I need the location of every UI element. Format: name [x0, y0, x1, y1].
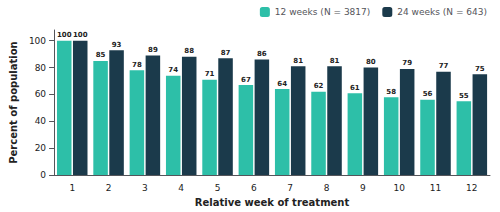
svg-text:100: 100: [57, 31, 72, 39]
svg-text:80: 80: [35, 63, 47, 73]
svg-text:55: 55: [459, 92, 469, 100]
svg-text:74: 74: [168, 66, 178, 74]
svg-text:2: 2: [106, 183, 112, 193]
svg-text:81: 81: [293, 57, 303, 65]
svg-text:8: 8: [324, 183, 330, 193]
svg-text:3: 3: [142, 183, 148, 193]
svg-text:100: 100: [29, 36, 46, 46]
svg-text:56: 56: [423, 90, 433, 98]
svg-text:93: 93: [112, 41, 122, 49]
svg-text:60: 60: [35, 89, 47, 99]
svg-text:75: 75: [475, 65, 485, 73]
svg-text:89: 89: [148, 46, 158, 54]
svg-text:64: 64: [277, 80, 287, 88]
svg-text:10: 10: [393, 183, 405, 193]
svg-text:12 weeks (N = 3817): 12 weeks (N = 3817): [275, 7, 370, 17]
svg-text:20: 20: [35, 143, 47, 153]
svg-text:85: 85: [96, 51, 106, 59]
svg-text:87: 87: [221, 49, 231, 57]
svg-text:78: 78: [132, 61, 142, 69]
svg-text:67: 67: [241, 76, 251, 84]
svg-text:9: 9: [360, 183, 366, 193]
svg-text:81: 81: [330, 57, 340, 65]
svg-text:6: 6: [251, 183, 257, 193]
svg-text:24 weeks (N = 643): 24 weeks (N = 643): [397, 7, 487, 17]
svg-text:61: 61: [350, 84, 360, 92]
svg-text:12: 12: [466, 183, 477, 193]
svg-text:58: 58: [386, 88, 396, 96]
svg-text:88: 88: [184, 47, 194, 55]
svg-text:100: 100: [73, 31, 88, 39]
svg-text:1: 1: [69, 183, 75, 193]
svg-text:62: 62: [314, 82, 324, 90]
svg-text:7: 7: [287, 183, 293, 193]
svg-text:79: 79: [402, 59, 412, 67]
svg-text:86: 86: [257, 50, 267, 58]
svg-text:40: 40: [35, 116, 47, 126]
svg-text:5: 5: [215, 183, 221, 193]
svg-text:0: 0: [40, 170, 46, 180]
svg-text:80: 80: [366, 58, 376, 66]
svg-text:71: 71: [205, 70, 215, 78]
svg-text:11: 11: [430, 183, 441, 193]
svg-text:Percent of population: Percent of population: [8, 41, 19, 164]
svg-text:Relative week of treatment: Relative week of treatment: [195, 197, 350, 208]
svg-text:77: 77: [439, 62, 449, 70]
svg-text:4: 4: [178, 183, 184, 193]
